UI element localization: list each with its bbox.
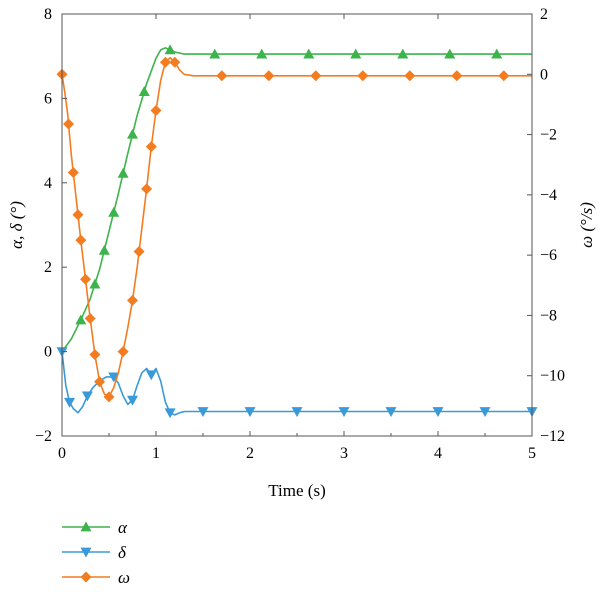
- series-marker: [397, 48, 409, 59]
- series-line: [61, 56, 532, 398]
- series-marker: [89, 349, 101, 361]
- series-line: [61, 351, 532, 416]
- x-axis-title: Time (s): [268, 481, 325, 500]
- series-marker: [444, 48, 456, 59]
- series-marker: [67, 167, 79, 179]
- series-marker: [127, 128, 138, 139]
- series-marker: [338, 407, 350, 418]
- series-marker: [451, 70, 463, 82]
- series-marker: [63, 118, 75, 130]
- legend-label: α: [118, 518, 128, 537]
- legend-label: ω: [118, 568, 130, 587]
- series-marker: [263, 70, 275, 82]
- plot-frame: [61, 13, 533, 437]
- series-marker: [256, 48, 268, 59]
- series-marker: [117, 167, 129, 178]
- series-marker: [150, 104, 162, 116]
- series-marker: [432, 407, 444, 418]
- series-marker: [75, 234, 87, 246]
- y-right-tick-label: 0: [540, 66, 548, 83]
- series-marker: [72, 209, 84, 221]
- legend-marker: [80, 547, 92, 558]
- tick-layer: 0 1 2 3 4 5 −2 0 2 4 6 8 −12 −10 −8 −6 −4 −2 0 2: [35, 6, 565, 462]
- series-marker: [350, 48, 362, 59]
- series-marker: [385, 407, 397, 418]
- series-marker: [169, 56, 181, 68]
- series-marker: [197, 407, 209, 418]
- series-marker: [94, 376, 106, 388]
- series-marker: [404, 70, 416, 82]
- y-left-tick-label: 8: [44, 6, 52, 23]
- y-right-tick-label: −4: [540, 187, 557, 204]
- series-marker: [75, 314, 87, 325]
- plot-series-layer: [56, 44, 538, 419]
- series-marker: [84, 312, 96, 324]
- y-left-tick-label: 2: [44, 259, 52, 276]
- y-right-tick-label: 2: [540, 6, 548, 23]
- series-marker: [164, 44, 176, 55]
- legend-item: α: [62, 518, 128, 537]
- series-marker: [133, 246, 145, 258]
- y-right-tick-label: −10: [540, 368, 565, 385]
- y-right-tick-label: −12: [540, 428, 565, 445]
- legend-item: δ: [62, 543, 127, 562]
- series-marker: [145, 141, 157, 153]
- series-marker: [303, 48, 315, 59]
- y-right-tick-label: −6: [540, 247, 557, 264]
- x-tick-label: 2: [246, 445, 254, 462]
- series-marker: [98, 244, 110, 255]
- series-marker: [89, 278, 101, 289]
- series-marker: [64, 397, 76, 408]
- series-marker: [80, 273, 91, 285]
- series-marker: [145, 370, 157, 381]
- series-marker: [498, 70, 510, 82]
- series-marker: [491, 48, 503, 59]
- y-right-tick-label: −2: [540, 127, 557, 144]
- series-marker: [108, 206, 120, 217]
- x-tick-label: 1: [152, 445, 160, 462]
- series-marker: [479, 407, 491, 418]
- series-marker: [141, 183, 153, 195]
- series-marker: [117, 346, 129, 358]
- legend-item: ω: [62, 568, 130, 587]
- x-tick-label: 3: [340, 445, 348, 462]
- series-marker: [127, 294, 138, 306]
- y-left-tick-label: −2: [35, 428, 52, 445]
- x-tick-label: 4: [434, 445, 442, 462]
- series-marker: [310, 70, 322, 82]
- y-right-axis-title: ω (°/s): [577, 202, 596, 248]
- series-marker: [244, 407, 256, 418]
- series-1: [56, 347, 538, 419]
- series-marker: [138, 86, 150, 96]
- series-marker: [164, 408, 176, 419]
- series-0: [61, 44, 532, 353]
- series-marker: [159, 56, 171, 68]
- y-right-tick-label: −8: [540, 307, 557, 324]
- series-marker: [103, 391, 115, 403]
- y-left-axis-title: α, δ (°): [7, 201, 26, 249]
- series-marker: [357, 70, 369, 82]
- y-left-tick-label: 6: [44, 90, 52, 107]
- legend: αδω: [62, 518, 130, 587]
- legend-label: δ: [118, 543, 127, 562]
- legend-marker: [80, 571, 92, 583]
- series-marker: [209, 48, 221, 59]
- legend-marker: [80, 521, 92, 532]
- y-left-tick-label: 4: [44, 175, 52, 192]
- series-line: [61, 47, 532, 353]
- series-marker: [127, 395, 138, 406]
- series-2: [56, 56, 532, 403]
- y-left-tick-label: 0: [44, 344, 52, 361]
- x-tick-label: 5: [528, 445, 536, 462]
- series-marker: [81, 391, 93, 402]
- series-marker: [108, 372, 120, 383]
- x-tick-label: 0: [58, 445, 66, 462]
- series-marker: [216, 70, 228, 82]
- series-marker: [291, 407, 303, 418]
